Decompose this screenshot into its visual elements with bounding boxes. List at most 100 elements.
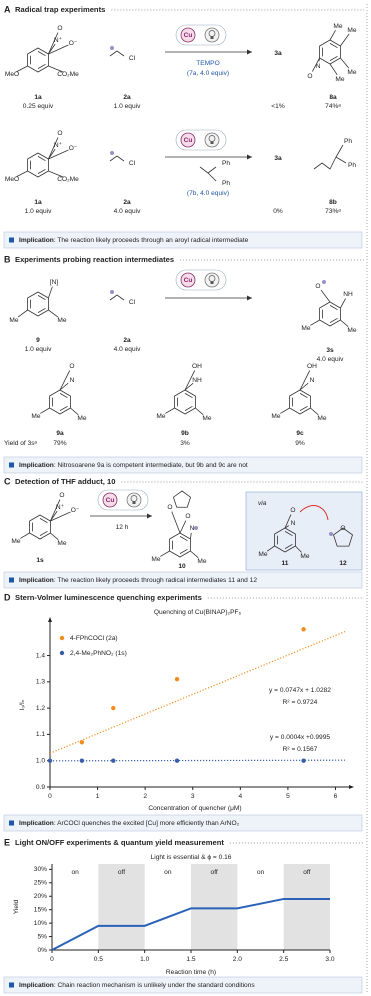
atom: Me [9, 317, 18, 324]
ring [333, 527, 353, 547]
label: 9a [56, 430, 64, 437]
bond [40, 407, 50, 414]
atom: O [69, 363, 74, 370]
bond [50, 511, 71, 522]
point [174, 758, 180, 763]
atom: Me [300, 553, 309, 560]
atom: N [316, 63, 321, 70]
bond [335, 156, 347, 164]
atom: Cl [129, 299, 136, 306]
catalyst-badge [102, 492, 118, 508]
bond [50, 499, 61, 522]
atom: Me [347, 327, 356, 334]
phase-label: off [303, 869, 310, 876]
implication-icon [9, 237, 14, 243]
ring-double [299, 405, 308, 411]
label: <1% [271, 103, 285, 110]
implication-label: Implication [19, 462, 54, 469]
atom: Me [301, 325, 310, 332]
y-tick-label: 0.9 [36, 784, 45, 791]
label: 8b [329, 199, 337, 206]
label: 12 [339, 560, 347, 567]
atom: Me [258, 551, 267, 558]
atom: O [290, 507, 295, 514]
bond [340, 298, 346, 309]
atom: Me [347, 27, 356, 34]
catalyst: Cu [184, 137, 193, 144]
x-tick-label: 4 [238, 793, 242, 800]
atom: Me [347, 69, 356, 76]
ring-double [179, 536, 188, 542]
atom: Me [333, 23, 342, 30]
y-tick-label: 1.0 [36, 757, 45, 764]
implication: Implication: ArCOCl quenches the excited… [19, 820, 240, 827]
label: 73%ᵃ [325, 208, 341, 215]
label: 1.0 equiv [114, 103, 141, 110]
atom: O [340, 525, 345, 532]
fit-line [49, 759, 346, 762]
x-tick-label: 1 [96, 793, 100, 800]
label: Light is essential & ϕ = 0.16 [151, 854, 232, 861]
bond [284, 514, 292, 529]
bulb-base [132, 501, 136, 504]
atom: O [57, 25, 62, 32]
bulb-base [210, 281, 214, 284]
ring-double [39, 518, 48, 524]
atom: Me [335, 76, 344, 83]
atom: Ph [348, 162, 356, 169]
catalyst: Cu [106, 497, 115, 504]
catalyst-frame [175, 24, 227, 46]
bond [165, 407, 175, 414]
bond [184, 370, 196, 391]
ring-double [39, 530, 48, 536]
panel-title: Experiments probing reaction intermediat… [15, 255, 174, 264]
fit-equation: y = 0.0747x + 1.0282 [269, 687, 331, 694]
x-tick-label: 1.0 [140, 956, 149, 963]
bond [340, 319, 349, 328]
label: (7a, 4.0 equiv) [187, 70, 229, 77]
y-tick-label: 1.4 [36, 652, 45, 659]
bond [312, 57, 320, 72]
bond [299, 370, 311, 391]
y-tick-label: 15% [34, 906, 47, 913]
bond [189, 532, 192, 540]
y-tick-label: 1.1 [36, 731, 45, 738]
point [301, 758, 306, 763]
atom: Me [197, 558, 206, 565]
implication-box [3, 571, 363, 589]
label: 1.0 equiv [25, 208, 52, 215]
atom: NH [192, 377, 202, 384]
ring-double [284, 543, 293, 549]
bond [266, 545, 275, 552]
bond [299, 382, 309, 391]
implication-label: Implication [19, 237, 54, 244]
y-tick-label: 10% [34, 920, 47, 927]
bond [109, 50, 125, 57]
fit-r2: R² = 0.1567 [283, 746, 318, 753]
legend-marker [59, 635, 65, 641]
y-tick-label: 0% [37, 947, 47, 954]
bond [190, 550, 199, 559]
x-tick-label: 3 [191, 793, 195, 800]
bond [280, 407, 290, 414]
implication-text: : The reaction likely proceeds through r… [54, 577, 258, 584]
x-axis-label: Concentration of quencher (μM) [148, 805, 241, 812]
label: 3a [274, 50, 282, 57]
label: 10 [178, 563, 186, 570]
axis-arrow [349, 785, 354, 789]
ring-double [184, 393, 193, 399]
bulb-base [210, 36, 214, 39]
bond [340, 57, 350, 69]
atom: Me [202, 415, 211, 422]
label: 3a [274, 155, 282, 162]
atom: N⁺ [54, 142, 63, 149]
x-tick-label: 2.5 [279, 956, 288, 963]
ring-double [37, 168, 46, 174]
bond [199, 166, 217, 174]
bond [109, 155, 125, 162]
x-tick-label: 1.5 [186, 956, 195, 963]
label: 9b [181, 430, 189, 437]
label: 0% [273, 208, 283, 215]
ring-double [329, 43, 338, 49]
atom: Me [57, 540, 66, 547]
